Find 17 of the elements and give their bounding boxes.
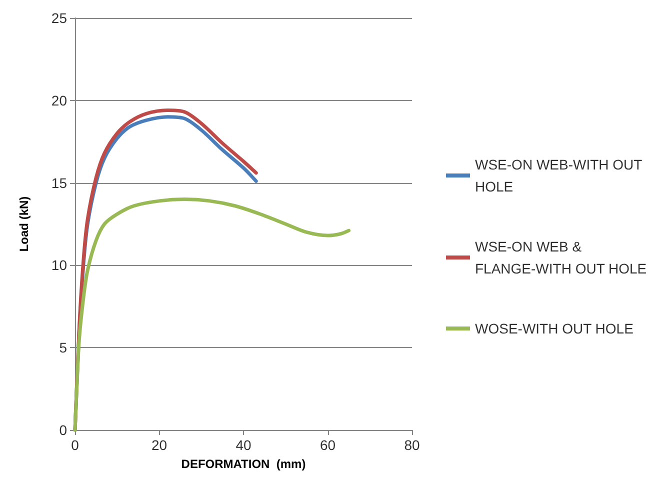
x-tick-label: 80 — [404, 437, 420, 453]
x-tick-label: 0 — [71, 437, 80, 453]
legend-label: WOSE-WITH OUT HOLE — [475, 320, 634, 336]
line-series — [73, 198, 351, 432]
y-tick-label: 5 — [59, 340, 68, 356]
y-tick-label: 20 — [51, 92, 68, 108]
legend-label: WSE-ON WEB-WITH OUT HOLE — [475, 156, 646, 194]
legend-label: WSE-ON WEB & FLANGE-WITH OUT HOLE — [475, 238, 647, 276]
x-tick-label: 40 — [236, 437, 252, 453]
y-tick-label: 0 — [59, 422, 68, 438]
x-tick-label: 20 — [151, 437, 168, 453]
y-tick-label: 10 — [51, 257, 68, 274]
y-axis-title: Load (kN) — [17, 196, 31, 252]
y-tick-label: 15 — [51, 174, 68, 191]
x-tick-label: 60 — [320, 437, 336, 453]
x-axis-title: DEFORMATION (mm) — [181, 457, 306, 471]
y-tick-label: 25 — [51, 10, 68, 26]
